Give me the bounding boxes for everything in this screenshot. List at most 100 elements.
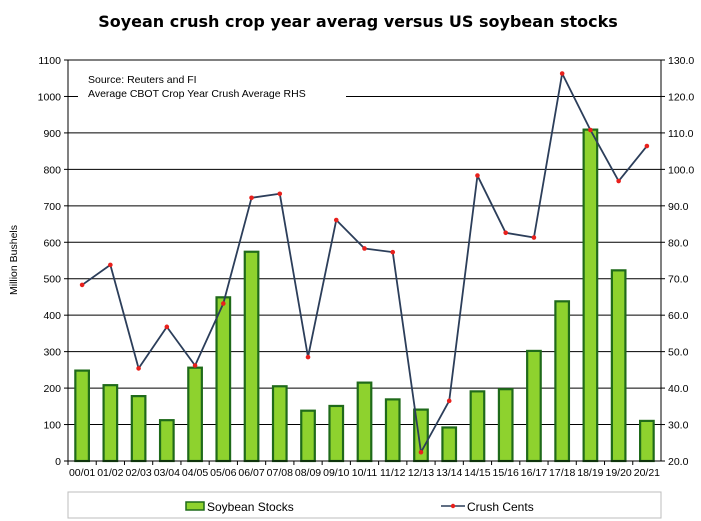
x-tick-label: 00/01 [69, 467, 95, 479]
legend-label-stocks: Soybean Stocks [207, 500, 294, 514]
x-tick-label: 08/09 [295, 467, 321, 479]
legend-item-crush: Crush Cents [441, 500, 534, 514]
x-tick-label: 10/11 [352, 467, 378, 479]
crush-point [136, 366, 141, 371]
crush-point [390, 249, 396, 255]
left-tick-label: 1000 [38, 91, 62, 103]
x-tick-label: 07/08 [267, 467, 293, 479]
bar [356, 381, 373, 463]
bar [102, 384, 119, 463]
chart-title: Soyean crush crop year averag versus US … [98, 12, 618, 31]
left-tick-label: 600 [43, 237, 61, 249]
x-tick-label: 01/02 [97, 467, 123, 479]
x-tick-label: 09/10 [323, 467, 349, 479]
bar [441, 426, 458, 463]
x-tick-label: 16/17 [521, 467, 547, 479]
bar [74, 369, 90, 463]
left-tick-label: 0 [55, 456, 61, 468]
gridlines [68, 95, 661, 426]
y-axis-title: Million Bushels [8, 225, 20, 295]
x-tick-label: 19/20 [606, 467, 632, 479]
crush-point [531, 235, 537, 240]
crush-point [644, 143, 650, 149]
right-tick-label: 70.0 [668, 274, 689, 286]
left-tick-label: 800 [43, 164, 61, 176]
right-tick-label: 30.0 [668, 420, 689, 432]
x-tick-label: 17/18 [549, 467, 575, 479]
x-tick-label: 13/14 [436, 467, 462, 479]
right-tick-label: 100.0 [668, 164, 694, 176]
legend-label-crush: Crush Cents [467, 500, 534, 514]
crush-point [475, 173, 480, 178]
right-tick-label: 120.0 [668, 91, 694, 103]
bar [554, 300, 571, 463]
x-tick-label: 02/03 [125, 467, 151, 479]
crush-point [108, 262, 113, 268]
right-axis-ticks: 20.0 30.0 40.0 50.0 60.0 70.0 80.0 90.0 100.0 110… [661, 55, 694, 468]
left-tick-label: 700 [43, 201, 61, 213]
crush-point [192, 363, 198, 368]
bar [300, 409, 316, 463]
source-note: Source: Reuters and FI [88, 74, 197, 86]
crush-point [79, 282, 85, 288]
left-tick-label: 200 [43, 383, 61, 395]
right-tick-label: 60.0 [668, 310, 689, 322]
bar [271, 385, 288, 463]
right-tick-label: 50.0 [668, 347, 689, 359]
x-tick-label: 05/06 [210, 467, 236, 479]
bar [187, 366, 203, 463]
legend-swatch-stocks [185, 501, 205, 511]
right-tick-label: 20.0 [668, 456, 689, 468]
crush-note: Average CBOT Crop Year Crush Average RHS [88, 88, 306, 100]
right-tick-label: 130.0 [668, 55, 694, 67]
bar [526, 349, 542, 463]
right-tick-label: 40.0 [668, 383, 689, 395]
crush-point [249, 195, 254, 201]
bar [130, 395, 147, 463]
crush-point [559, 71, 565, 76]
right-tick-label: 110.0 [668, 128, 694, 140]
plot-frame [67, 59, 662, 462]
bar [243, 250, 260, 463]
crush-point [446, 398, 452, 404]
crush-point [418, 449, 424, 455]
crush-point [333, 217, 339, 223]
bar [497, 388, 514, 463]
left-tick-label: 900 [43, 128, 61, 140]
left-tick-label: 300 [43, 347, 61, 359]
x-tick-label: 20/21 [634, 467, 660, 479]
left-tick-label: 1100 [38, 55, 61, 67]
crush-point [362, 246, 367, 251]
bar [582, 128, 599, 463]
crush-point [277, 191, 283, 197]
left-tick-label: 100 [43, 420, 61, 432]
x-tick-label: 03/04 [154, 467, 180, 479]
bar [610, 269, 627, 463]
bar [215, 296, 232, 463]
x-tick-label: 11/12 [380, 467, 406, 479]
left-axis-ticks: 0 100 200 300 400 500 600 700 800 900 1000 1100 [38, 55, 68, 468]
crush-point [616, 178, 621, 184]
x-tick-label: 15/16 [493, 467, 519, 479]
legend-item-stocks: Soybean Stocks [185, 500, 294, 514]
right-tick-label: 90.0 [668, 201, 689, 213]
x-tick-label: 18/19 [577, 467, 603, 479]
left-tick-label: 500 [43, 274, 61, 286]
crush-point [305, 354, 311, 360]
crush-point [164, 324, 170, 330]
bar-series [74, 128, 655, 463]
crush-point [221, 301, 226, 306]
x-axis-ticks: 00/01 01/02 02/03 03/04 04/05 05/06 06/07 07/08… [67, 461, 660, 479]
legend-swatch-crush-marker [450, 503, 456, 509]
x-tick-label: 06/07 [238, 467, 264, 479]
bar [469, 390, 486, 463]
right-tick-label: 80.0 [668, 237, 689, 249]
left-tick-label: 400 [43, 310, 61, 322]
legend-frame [67, 491, 662, 519]
x-tick-label: 12/13 [408, 467, 434, 479]
bar [384, 398, 401, 463]
bar [639, 419, 655, 463]
annotation-box [78, 67, 346, 103]
bar [328, 404, 345, 463]
